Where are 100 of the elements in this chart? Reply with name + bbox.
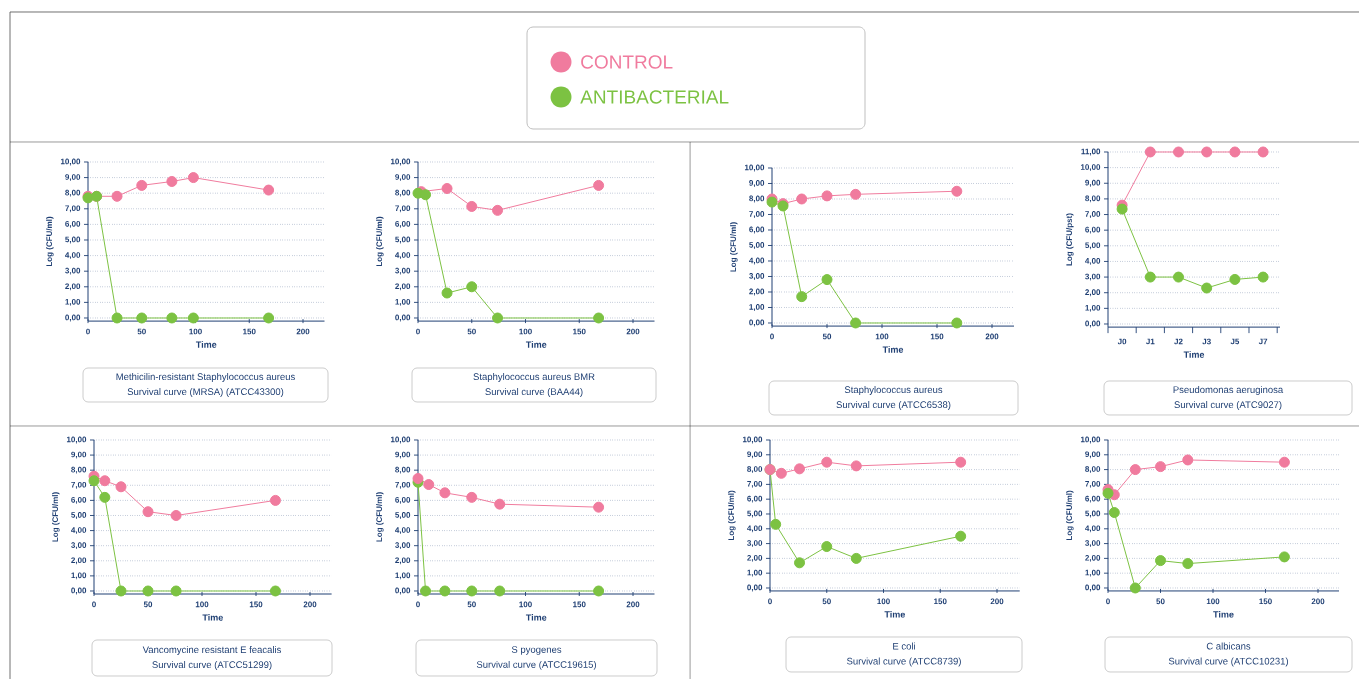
y-tick-label: 2,00 bbox=[71, 557, 87, 565]
y-tick-label: 1,00 bbox=[1085, 569, 1101, 577]
y-tick-label: 10,00 bbox=[742, 436, 763, 444]
x-tick-label: 150 bbox=[249, 601, 263, 608]
x-tick-label: 50 bbox=[822, 333, 832, 340]
x-tick-label: 150 bbox=[930, 333, 944, 340]
y-tick-label: 9,00 bbox=[1085, 179, 1101, 187]
text: Survival curve (MRSA) (ATCC43300) bbox=[127, 388, 284, 397]
y-tick-label: 11,00 bbox=[1081, 148, 1101, 156]
y-tick-label: 5,00 bbox=[1085, 242, 1101, 250]
x-axis-title: Time bbox=[202, 614, 223, 621]
y-tick-label: 8,00 bbox=[395, 466, 411, 474]
x-tick-label: J3 bbox=[1202, 338, 1211, 345]
x-tick-label: 50 bbox=[137, 328, 146, 335]
x-tick-label: 0 bbox=[416, 328, 420, 335]
text: C albicans bbox=[1206, 642, 1251, 650]
x-tick-label: 100 bbox=[875, 333, 889, 340]
y-tick-label: 7,00 bbox=[395, 481, 411, 489]
y-tick-label: 5,00 bbox=[749, 242, 765, 249]
y-tick-label: 10,00 bbox=[60, 158, 81, 166]
y-axis-title: Log (CFU/ml) bbox=[46, 216, 54, 267]
y-tick-label: 0,00 bbox=[71, 587, 87, 595]
y-tick-label: 8,00 bbox=[65, 189, 81, 197]
x-axis-title: Time bbox=[525, 341, 547, 348]
text: Survival curve (ATCC19615) bbox=[476, 660, 596, 670]
y-tick-label: 2,00 bbox=[395, 283, 411, 291]
x-axis-title: Time bbox=[1183, 351, 1205, 358]
x-tick-label: 0 bbox=[416, 601, 420, 608]
y-tick-label: 10,00 bbox=[1080, 164, 1101, 172]
x-axis-title: Time bbox=[195, 341, 217, 348]
x-tick-label: J7 bbox=[1258, 338, 1268, 345]
y-tick-label: 9,00 bbox=[65, 174, 81, 181]
y-tick-label: 1,00 bbox=[65, 298, 81, 306]
y-tick-label: 7,00 bbox=[395, 205, 411, 213]
x-tick-label: 0 bbox=[86, 328, 90, 335]
y-tick-label: 4,00 bbox=[749, 257, 765, 265]
y-tick-label: 3,00 bbox=[749, 273, 765, 280]
x-tick-label: 150 bbox=[1259, 598, 1272, 605]
y-tick-label: 3,00 bbox=[747, 540, 763, 547]
y-tick-label: 3,00 bbox=[1085, 273, 1101, 281]
x-tick-label: 50 bbox=[467, 328, 476, 335]
y-tick-label: 0,00 bbox=[395, 587, 411, 595]
y-tick-label: 0,00 bbox=[65, 314, 81, 322]
y-tick-label: 0,00 bbox=[747, 584, 763, 592]
text: Survival curve (BAA44) bbox=[485, 388, 583, 397]
y-tick-label: 10,00 bbox=[744, 164, 765, 172]
x-tick-label: 50 bbox=[467, 601, 476, 608]
text: Survival curve (ATCC10231) bbox=[1168, 657, 1288, 667]
y-tick-label: 1,00 bbox=[749, 304, 765, 311]
y-tick-label: 0,00 bbox=[1085, 584, 1101, 592]
x-tick-label: 0 bbox=[1106, 598, 1110, 605]
y-tick-label: 4,00 bbox=[65, 252, 81, 259]
y-tick-label: 8,00 bbox=[1085, 466, 1101, 473]
y-tick-label: 2,00 bbox=[747, 554, 763, 562]
y-tick-label: 6,00 bbox=[65, 220, 81, 228]
y-tick-label: 2,00 bbox=[65, 283, 81, 291]
x-tick-label: 100 bbox=[195, 601, 209, 608]
y-tick-label: 3,00 bbox=[395, 267, 411, 275]
text: Survival curve (ATCC6538) bbox=[836, 401, 951, 410]
y-tick-label: 9,00 bbox=[747, 451, 763, 459]
x-tick-label: 100 bbox=[189, 328, 202, 335]
y-tick-label: 2,00 bbox=[749, 288, 765, 296]
text: Staphylococcus aureus bbox=[844, 386, 943, 395]
x-tick-label: 100 bbox=[519, 601, 532, 608]
text: Survival curve (ATCC51299) bbox=[152, 661, 272, 670]
x-tick-label: J1 bbox=[1145, 338, 1155, 345]
x-tick-label: 200 bbox=[626, 328, 640, 335]
y-tick-label: 5,00 bbox=[395, 512, 411, 519]
x-tick-label: 200 bbox=[1311, 598, 1325, 605]
y-tick-label: 10,00 bbox=[390, 436, 411, 444]
y-tick-label: 0,00 bbox=[395, 314, 411, 322]
x-axis-title: Time bbox=[525, 614, 547, 621]
y-tick-label: 4,00 bbox=[395, 252, 411, 259]
y-tick-label: 7,00 bbox=[749, 211, 765, 218]
y-tick-label: 9,00 bbox=[71, 451, 87, 459]
x-tick-label: 0 bbox=[768, 598, 772, 605]
y-tick-label: 4,00 bbox=[71, 527, 87, 534]
text: Vancomycine resistant E feacalis bbox=[142, 646, 281, 655]
y-tick-label: 3,00 bbox=[65, 267, 81, 275]
x-tick-label: J5 bbox=[1230, 338, 1240, 345]
y-tick-label: 9,00 bbox=[395, 174, 411, 181]
x-tick-label: 100 bbox=[877, 598, 890, 605]
y-axis-title: Log (CFU/pst) bbox=[1066, 213, 1074, 266]
y-tick-label: 7,00 bbox=[65, 205, 81, 213]
y-tick-label: 8,00 bbox=[71, 466, 87, 474]
x-tick-label: 150 bbox=[573, 601, 586, 608]
x-tick-label: 200 bbox=[626, 601, 640, 608]
y-tick-label: 8,00 bbox=[749, 195, 765, 203]
y-axis-title: Log (CFU/ml) bbox=[376, 216, 384, 267]
y-tick-label: 4,00 bbox=[395, 527, 411, 534]
x-tick-label: 50 bbox=[822, 598, 831, 605]
y-tick-label: 10,00 bbox=[1080, 436, 1101, 444]
x-tick-label: 200 bbox=[303, 601, 317, 608]
text: Survival curve (ATC9027) bbox=[1174, 401, 1282, 410]
y-axis-title: Log (CFU/ml) bbox=[1066, 490, 1074, 541]
y-tick-label: 10,00 bbox=[66, 436, 87, 444]
y-tick-label: 1,00 bbox=[747, 569, 763, 577]
text: S pyogenes bbox=[511, 646, 562, 655]
y-tick-label: 6,00 bbox=[71, 496, 87, 504]
y-tick-label: 1,00 bbox=[395, 298, 411, 306]
